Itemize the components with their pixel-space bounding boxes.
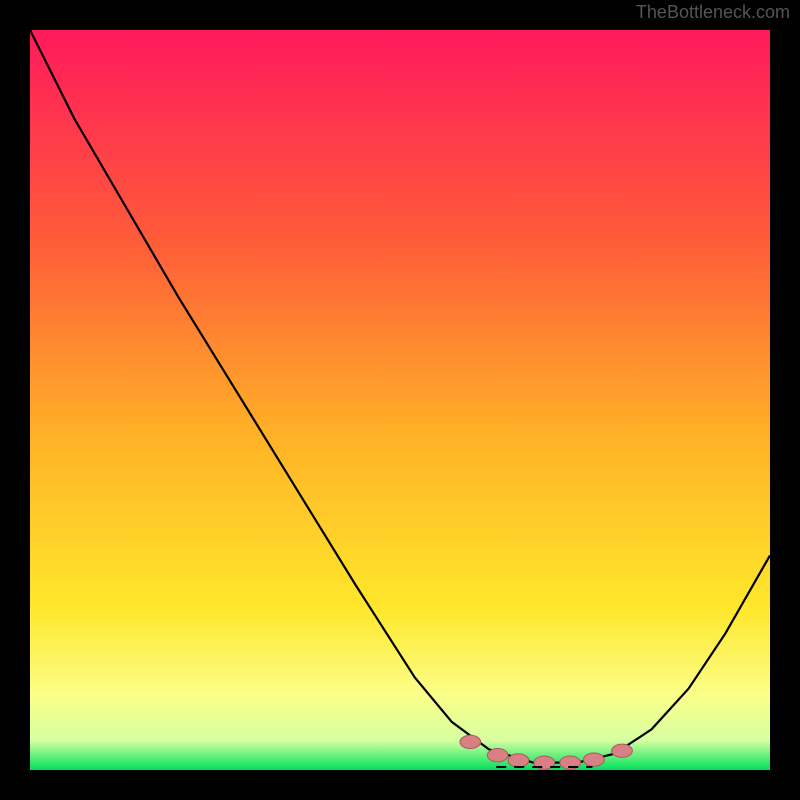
- chart-svg-layer: [30, 30, 770, 770]
- watermark-text: TheBottleneck.com: [636, 2, 790, 23]
- chart-marker: [508, 754, 529, 767]
- chart-plot-area: [30, 30, 770, 770]
- chart-marker: [612, 744, 633, 757]
- chart-marker: [584, 753, 605, 766]
- chart-markers: [460, 735, 632, 769]
- chart-marker: [460, 735, 481, 748]
- bottleneck-curve: [30, 30, 770, 763]
- chart-marker: [487, 749, 508, 762]
